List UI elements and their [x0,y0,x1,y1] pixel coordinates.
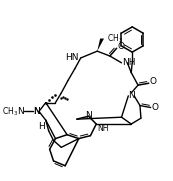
Text: N: N [85,111,91,120]
Text: N: N [33,107,39,116]
Text: NH: NH [97,124,109,133]
Text: O: O [149,77,156,86]
Polygon shape [97,39,104,51]
Text: O: O [151,103,158,112]
Text: O: O [117,42,124,51]
Text: NH: NH [122,58,136,67]
Text: CH$_3$: CH$_3$ [107,32,123,45]
Text: N: N [33,107,39,116]
Text: HN: HN [65,53,79,62]
Text: H: H [38,122,45,131]
Text: N: N [17,107,23,116]
Text: N: N [128,91,135,100]
Text: CH$_3$: CH$_3$ [2,105,19,118]
